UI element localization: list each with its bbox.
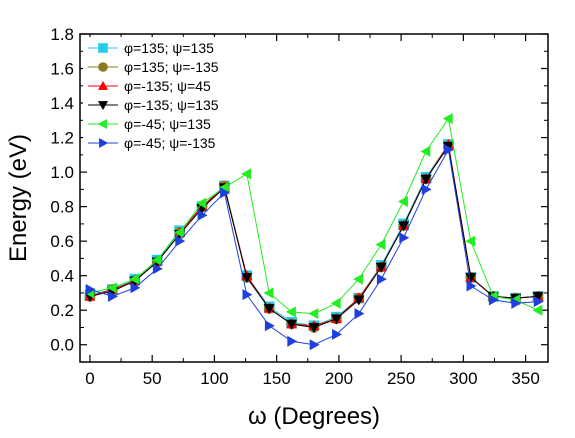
y-tick-label: 1.2 (50, 129, 74, 148)
data-point (106, 282, 117, 294)
legend-marker (98, 43, 108, 53)
data-point (511, 297, 522, 309)
data-point (220, 187, 231, 199)
data-point (196, 197, 207, 209)
legend-item: φ=-45; ψ=-135 (88, 135, 216, 151)
legend-marker (97, 101, 109, 111)
data-point (242, 289, 253, 301)
legend-label: φ=-45; ψ=-135 (124, 135, 216, 151)
data-point (330, 314, 342, 325)
legend-marker (99, 137, 109, 149)
data-point (353, 295, 365, 306)
data-point (285, 306, 296, 318)
data-point (466, 280, 477, 292)
data-point (420, 174, 432, 185)
data-point (532, 304, 543, 316)
legend-item: φ=-135; ψ=45 (88, 78, 211, 94)
data-point (488, 294, 499, 306)
data-point (421, 183, 432, 195)
y-tick-label: 1.0 (50, 163, 74, 182)
x-tick-label: 300 (449, 369, 477, 388)
y-tick-label: 0.0 (50, 336, 74, 355)
data-point (397, 195, 408, 207)
data-point (173, 227, 184, 239)
y-tick-label: 0.2 (50, 301, 74, 320)
data-point (332, 328, 343, 340)
data-point (263, 304, 275, 315)
data-point (130, 282, 141, 294)
data-point (263, 287, 274, 299)
x-tick-label: 200 (325, 369, 353, 388)
data-point (354, 308, 365, 320)
data-point (308, 323, 320, 334)
series-5 (84, 113, 543, 320)
data-point (330, 297, 341, 309)
x-tick-label: 0 (85, 369, 94, 388)
data-point (532, 292, 544, 303)
data-point (353, 273, 364, 285)
legend-item: φ=135; ψ=135 (88, 40, 214, 56)
legend: φ=135; ψ=135 φ=135; ψ=-135 φ=-135; ψ=45 φ=-… (83, 37, 241, 159)
data-point (375, 239, 386, 251)
data-point (533, 296, 544, 308)
data-point (465, 235, 476, 247)
data-point (108, 290, 118, 302)
legend-label: φ=135; ψ=135 (124, 40, 214, 56)
x-tick-label: 150 (262, 369, 290, 388)
legend-marker (97, 80, 109, 90)
y-tick-label: 1.4 (50, 94, 74, 113)
data-point (241, 273, 253, 284)
y-tick-label: 0.8 (50, 198, 74, 217)
data-point (399, 232, 410, 244)
data-point (465, 273, 477, 284)
x-tick-label: 250 (387, 369, 415, 388)
data-point (308, 308, 319, 320)
legend-item: φ=-135; ψ=135 (88, 97, 219, 113)
series-6 (85, 144, 544, 351)
data-point (398, 221, 410, 232)
legend-label: φ=-45; ψ=135 (124, 116, 211, 132)
data-point (151, 254, 162, 266)
y-axis-label: Energy (eV) (5, 134, 32, 262)
y-tick-label: 0.6 (50, 232, 74, 251)
legend-box (83, 37, 241, 159)
data-point (197, 209, 208, 221)
data-point (375, 262, 387, 273)
data-point (152, 263, 163, 275)
data-point (286, 319, 298, 330)
y-tick-label: 0.4 (50, 267, 74, 286)
legend-marker (98, 62, 108, 72)
data-point (287, 335, 298, 347)
x-tick-label: 50 (143, 369, 162, 388)
data-point (442, 113, 453, 125)
data-point (175, 235, 186, 247)
legend-label: φ=-135; ψ=135 (124, 97, 219, 113)
data-point (376, 273, 387, 285)
data-point (241, 168, 252, 180)
data-point (85, 283, 96, 296)
axes: 0 50 100 150 200 250 300 350 0.0 0.2 0.4 0.6 0.8 1.0 1… (50, 25, 548, 388)
series-group (84, 113, 544, 351)
data-point (444, 144, 455, 156)
x-axis-label: ω (Degrees) (248, 403, 380, 430)
legend-item: φ=-45; ψ=135 (88, 116, 211, 132)
x-tick-label: 350 (511, 369, 539, 388)
legend-marker (97, 118, 107, 130)
legend-item: φ=135; ψ=-135 (88, 59, 219, 75)
data-point (129, 273, 140, 285)
data-point (420, 145, 431, 157)
data-point (264, 320, 275, 332)
legend-label: φ=135; ψ=-135 (124, 59, 219, 75)
y-tick-label: 1.6 (50, 60, 74, 79)
y-tick-label: 1.8 (50, 25, 74, 44)
data-point (309, 339, 320, 351)
x-tick-label: 100 (200, 369, 228, 388)
legend-label: φ=-135; ψ=45 (124, 78, 211, 94)
